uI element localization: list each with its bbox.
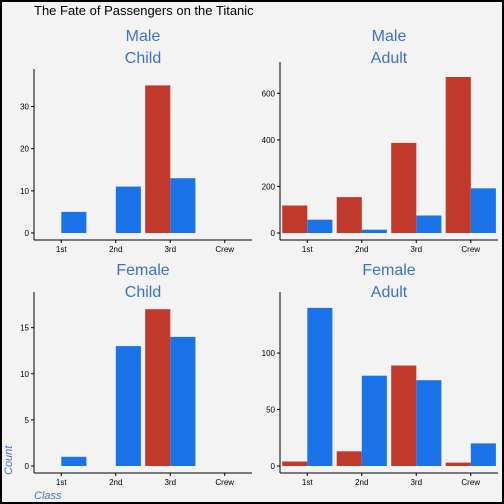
panel-2-bar-3rd-yes: [416, 215, 442, 233]
panel-3-strip-age: Child: [125, 284, 161, 301]
panel-4-bar-1st-no: [282, 461, 308, 466]
panel-2-bar-3rd-no: [391, 142, 417, 233]
panel-2-bar-Crew-no: [445, 77, 471, 233]
panel-4-bar-Crew-yes: [470, 443, 496, 466]
panel-1-y-tick-label: 20: [20, 145, 29, 154]
panel-4-bar-Crew-no: [445, 462, 471, 466]
panel-2-bar-1st-no: [282, 205, 308, 233]
panel-4-strip-sex: Female: [362, 262, 415, 279]
panel-4-y-tick-label: 100: [262, 349, 276, 358]
panel-4-bar-2nd-yes: [361, 375, 387, 466]
panel-2-y-tick-label: 600: [262, 89, 276, 98]
panel-4-x-tick-label: 2nd: [355, 478, 368, 487]
panel-1-x-tick-label: 3rd: [164, 245, 176, 254]
panel-2-x-tick-label: 3rd: [410, 245, 422, 254]
panel-1-bar-1st-yes: [61, 211, 87, 233]
panel-1-x-tick-label: 1st: [56, 245, 67, 254]
panel-1-bar-3rd-yes: [170, 178, 196, 233]
panel-2-y-tick-label: 400: [262, 136, 276, 145]
panel-4-bar-2nd-no: [336, 451, 362, 466]
panel-3-bar-3rd-yes: [170, 336, 196, 466]
panel-1-bar-3rd-no: [145, 85, 171, 234]
panel-4-y-tick-label: 50: [266, 406, 275, 415]
panel-3-x-tick-label: Crew: [215, 478, 234, 487]
panel-3-x-tick-label: 3rd: [164, 478, 176, 487]
panel-3-y-tick-label: 5: [25, 416, 30, 425]
panel-1-y-tick-label: 30: [20, 103, 29, 112]
x-axis-label: Class: [34, 490, 62, 502]
panel-3-x-tick-label: 2nd: [109, 478, 122, 487]
y-axis-label: Count: [3, 445, 15, 475]
panel-2-strip-age: Adult: [371, 50, 408, 67]
panel-2-x-tick-label: 2nd: [355, 245, 368, 254]
panel-2-bar-2nd-yes: [361, 229, 387, 233]
panel-3-bar-1st-yes: [61, 456, 87, 466]
panel-1-bar-2nd-yes: [115, 186, 141, 233]
panel-4-strip-age: Adult: [371, 284, 408, 301]
panel-3-y-tick-label: 0: [25, 462, 30, 471]
panel-4-x-tick-label: 3rd: [410, 478, 422, 487]
panel-3-y-tick-label: 10: [20, 370, 29, 379]
panel-4-x-tick-label: Crew: [461, 478, 480, 487]
panel-2-y-tick-label: 0: [271, 229, 276, 238]
panel-1-y-tick-label: 10: [20, 187, 29, 196]
panel-2-bar-Crew-yes: [470, 188, 496, 233]
panel-2-x-tick-label: 1st: [302, 245, 313, 254]
panel-3-y-tick-label: 15: [20, 324, 29, 333]
panel-3-bar-3rd-no: [145, 309, 171, 466]
panel-1-y-tick-label: 0: [25, 229, 30, 238]
panel-3-bar-2nd-yes: [115, 346, 141, 466]
panel-2-y-tick-label: 200: [262, 182, 276, 191]
panel-1-x-tick-label: 2nd: [109, 245, 122, 254]
panel-2-x-tick-label: Crew: [461, 245, 480, 254]
panel-2-strip-sex: Male: [372, 28, 407, 45]
chart-title: The Fate of Passengers on the Titanic: [34, 3, 254, 18]
panel-3-strip-sex: Female: [116, 262, 169, 279]
panel-1-strip-age: Child: [125, 50, 161, 67]
panel-2-bar-2nd-no: [336, 197, 362, 233]
panel-4-bar-1st-yes: [307, 307, 333, 466]
panel-4-x-tick-label: 1st: [302, 478, 313, 487]
panel-1-x-tick-label: Crew: [215, 245, 234, 254]
panel-3-x-tick-label: 1st: [56, 478, 67, 487]
panel-1-strip-sex: Male: [126, 28, 161, 45]
panel-4-bar-3rd-yes: [416, 380, 442, 466]
panel-4-y-tick-label: 0: [271, 462, 276, 471]
panel-4-bar-3rd-no: [391, 365, 417, 466]
panel-2-bar-1st-yes: [307, 219, 333, 233]
